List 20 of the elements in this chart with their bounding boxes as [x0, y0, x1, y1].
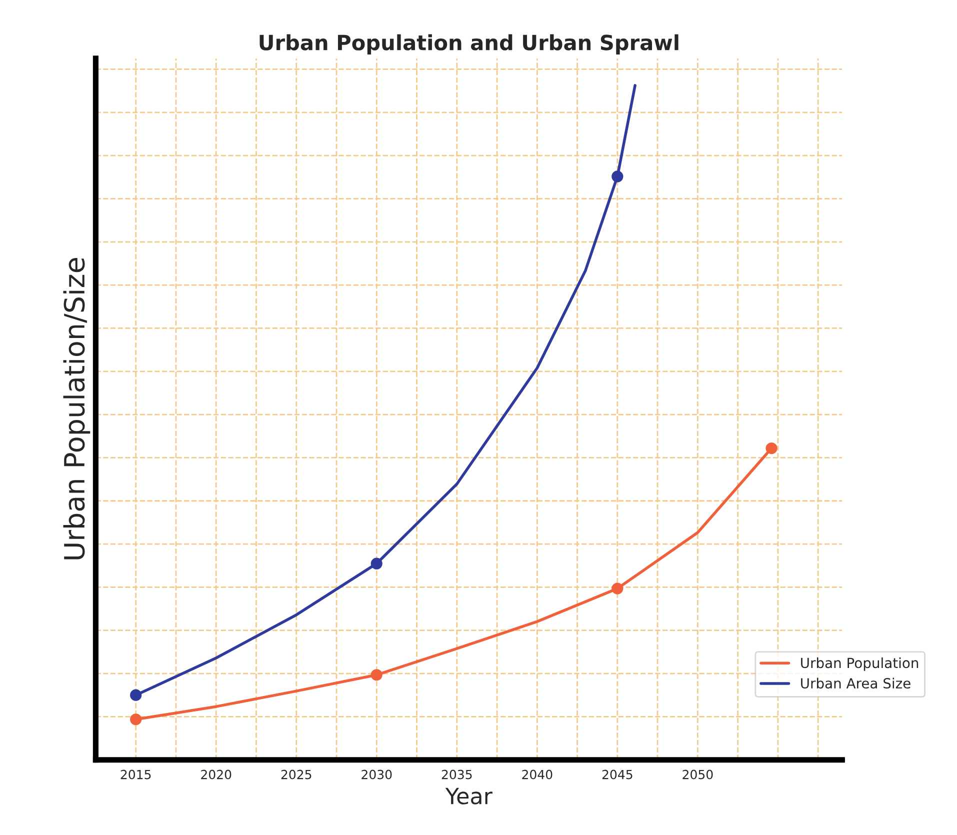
x-tick-label: 2025 — [281, 770, 312, 780]
point — [130, 689, 142, 701]
chart-title: Urban Population and Urban Sprawl — [260, 34, 678, 54]
x-tick-label: 2020 — [201, 770, 232, 780]
x-tick-label: 2030 — [362, 770, 392, 780]
x-tick-label: 2040 — [522, 770, 552, 780]
point — [370, 669, 382, 681]
x-axis-title: Year — [445, 788, 492, 804]
x-tick-label: 2045 — [602, 770, 632, 780]
point — [612, 170, 624, 182]
x-tick-label: 2015 — [120, 770, 151, 780]
point — [370, 558, 382, 570]
legend-label: Urban Area Size — [801, 678, 910, 689]
point — [766, 442, 778, 454]
point — [130, 714, 142, 726]
legend-label: Urban Population — [801, 657, 918, 671]
point — [612, 582, 624, 594]
x-tick-label: 2050 — [682, 770, 713, 780]
y-axis-title: Urban Population/Size — [63, 258, 90, 560]
x-tick-label: 2035 — [442, 770, 472, 780]
